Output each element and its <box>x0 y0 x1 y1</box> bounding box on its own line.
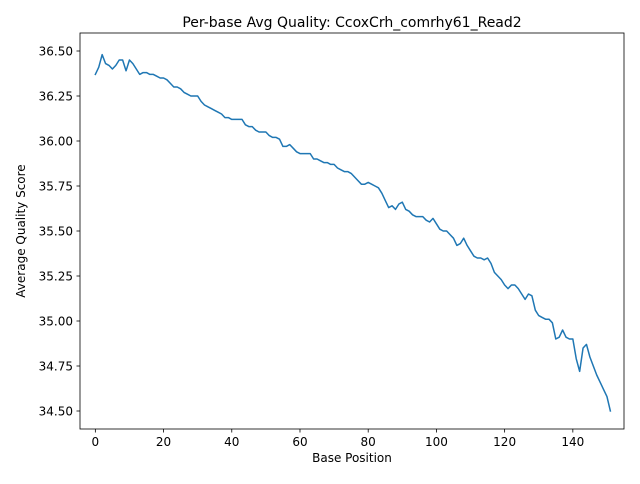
x-tick-label: 80 <box>361 435 376 449</box>
y-axis-ticks: 34.50 34.75 35.00 35.25 35.50 35.75 36.00 36.25… <box>39 44 80 418</box>
x-axis-label: Base Position <box>312 451 392 465</box>
x-axis-ticks: 0 20 40 60 80 100 120 140 <box>92 429 584 449</box>
x-tick-label: 20 <box>156 435 171 449</box>
y-tick-label: 34.75 <box>39 359 73 373</box>
y-tick-label: 36.50 <box>39 44 73 58</box>
x-tick-label: 140 <box>561 435 584 449</box>
y-tick-label: 35.00 <box>39 314 73 328</box>
plot-frame <box>79 32 625 430</box>
x-tick-label: 120 <box>493 435 516 449</box>
plot-area <box>94 53 612 412</box>
chart-title: Per-base Avg Quality: CcoxCrh_comrhy61_R… <box>182 15 521 31</box>
x-tick-label: 100 <box>425 435 448 449</box>
x-tick-label: 0 <box>92 435 100 449</box>
y-tick-label: 35.25 <box>39 269 73 283</box>
x-tick-label: 60 <box>292 435 307 449</box>
y-tick-label: 34.50 <box>39 404 73 418</box>
y-tick-label: 36.25 <box>39 89 73 103</box>
series-line-0 <box>94 53 612 412</box>
y-tick-label: 35.75 <box>39 179 73 193</box>
y-tick-label: 35.50 <box>39 224 73 238</box>
y-tick-label: 36.00 <box>39 134 73 148</box>
y-axis-label: Average Quality Score <box>14 164 28 297</box>
x-tick-label: 40 <box>224 435 239 449</box>
